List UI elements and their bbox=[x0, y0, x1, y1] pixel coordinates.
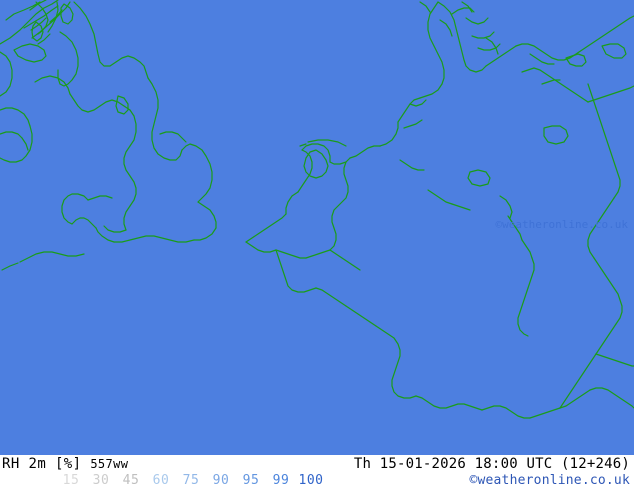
legend-tick-95: 95 bbox=[242, 473, 260, 488]
legend-tick-75: 75 bbox=[182, 473, 200, 488]
legend-tick-100: 100 bbox=[298, 473, 324, 488]
parameter-label: RH 2m [%] bbox=[2, 456, 82, 472]
colorbar-legend: 15 30 45 60 75 90 95 99 100 bbox=[56, 473, 326, 488]
legend-tick-60: 60 bbox=[152, 473, 170, 488]
legend-tick-90: 90 bbox=[212, 473, 230, 488]
map-watermark: ©weatheronline.co.uk bbox=[495, 218, 628, 231]
map-geometry bbox=[0, 0, 634, 419]
parameter-title: RH 2m [%] 557ww bbox=[2, 456, 128, 472]
legend-row: 15 30 45 60 75 90 95 99 100 ©weatheronline.co.uk bbox=[0, 473, 634, 490]
footer-title-row: RH 2m [%] 557ww Th 15-01-2026 18:00 UTC … bbox=[0, 455, 634, 473]
copyright-label: ©weatheronline.co.uk bbox=[469, 473, 630, 488]
model-label: 557ww bbox=[90, 457, 129, 471]
legend-tick-45: 45 bbox=[122, 473, 140, 488]
legend-tick-99: 99 bbox=[272, 473, 290, 488]
legend-tick-15: 15 bbox=[62, 473, 80, 488]
footer-info-bar: RH 2m [%] 557ww Th 15-01-2026 18:00 UTC … bbox=[0, 455, 634, 490]
legend-tick-30: 30 bbox=[92, 473, 110, 488]
valid-time-label: Th 15-01-2026 18:00 UTC (12+246) bbox=[353, 456, 630, 472]
map-canvas[interactable]: ©weatheronline.co.uk bbox=[0, 0, 634, 455]
coastline-layer bbox=[0, 0, 634, 419]
